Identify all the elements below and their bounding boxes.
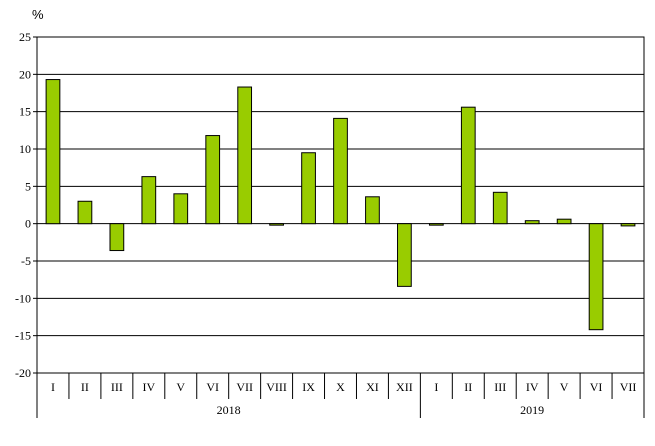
- bar-7: [237, 86, 253, 225]
- x-tick-label: VI: [590, 380, 603, 394]
- x-tick-label: VII: [620, 380, 637, 394]
- bar-5: [173, 193, 189, 225]
- y-tick-label: 15: [19, 105, 31, 119]
- bar-8: [269, 223, 284, 226]
- bar-15: [492, 191, 508, 225]
- bar-6: [205, 135, 221, 225]
- x-tick-label: X: [336, 380, 345, 394]
- y-tick-label: -10: [15, 291, 31, 305]
- bar-13: [428, 223, 444, 226]
- bar-9: [301, 152, 316, 225]
- x-group-label: 2019: [520, 403, 544, 417]
- bar-17: [556, 218, 572, 225]
- y-tick-label: -15: [15, 329, 31, 343]
- bar-12: [397, 223, 412, 287]
- bar-4: [141, 176, 157, 225]
- x-tick-label: XI: [366, 380, 379, 394]
- x-tick-label: IX: [302, 380, 315, 394]
- bar-3: [109, 223, 125, 252]
- x-tick-label: I: [434, 380, 438, 394]
- y-tick-label: -5: [21, 254, 31, 268]
- bar-2: [77, 200, 93, 225]
- x-group-label: 2018: [217, 403, 241, 417]
- bar-14: [460, 106, 476, 225]
- x-tick-label: II: [81, 380, 89, 394]
- x-tick-label: VI: [206, 380, 219, 394]
- y-tick-label: -20: [15, 366, 31, 380]
- bars: [45, 79, 636, 331]
- bar-16: [524, 220, 540, 225]
- bar-19: [620, 223, 636, 227]
- x-tick-label: I: [51, 380, 55, 394]
- y-unit-label: %: [32, 7, 44, 22]
- y-tick-label: 25: [19, 30, 31, 44]
- x-tick-label: V: [176, 380, 185, 394]
- x-tick-label: III: [111, 380, 123, 394]
- bar-18: [588, 223, 604, 331]
- y-tick-label: 10: [19, 142, 31, 156]
- x-tick-label: XII: [396, 380, 413, 394]
- bar-11: [365, 196, 380, 225]
- x-tick-label: IV: [142, 380, 155, 394]
- x-axis: I II III IV V VI VII VIII IX X XI XII I II III IV V VI VII…: [36, 373, 645, 418]
- x-tick-label: V: [560, 380, 569, 394]
- x-tick-label: IV: [526, 380, 539, 394]
- y-tick-label: 5: [25, 179, 31, 193]
- bar-10: [333, 117, 348, 225]
- y-tick-label: 20: [19, 67, 31, 81]
- bar-1: [45, 79, 61, 225]
- y-axis-ticks: 25 20 15 10 5 0 -5 -10 -15 -20: [15, 30, 37, 380]
- y-tick-label: 0: [25, 217, 31, 231]
- x-tick-label: III: [494, 380, 506, 394]
- x-tick-label: VIII: [266, 380, 287, 394]
- x-tick-label: VII: [236, 380, 253, 394]
- gridlines: [36, 36, 645, 374]
- x-tick-label: II: [464, 380, 472, 394]
